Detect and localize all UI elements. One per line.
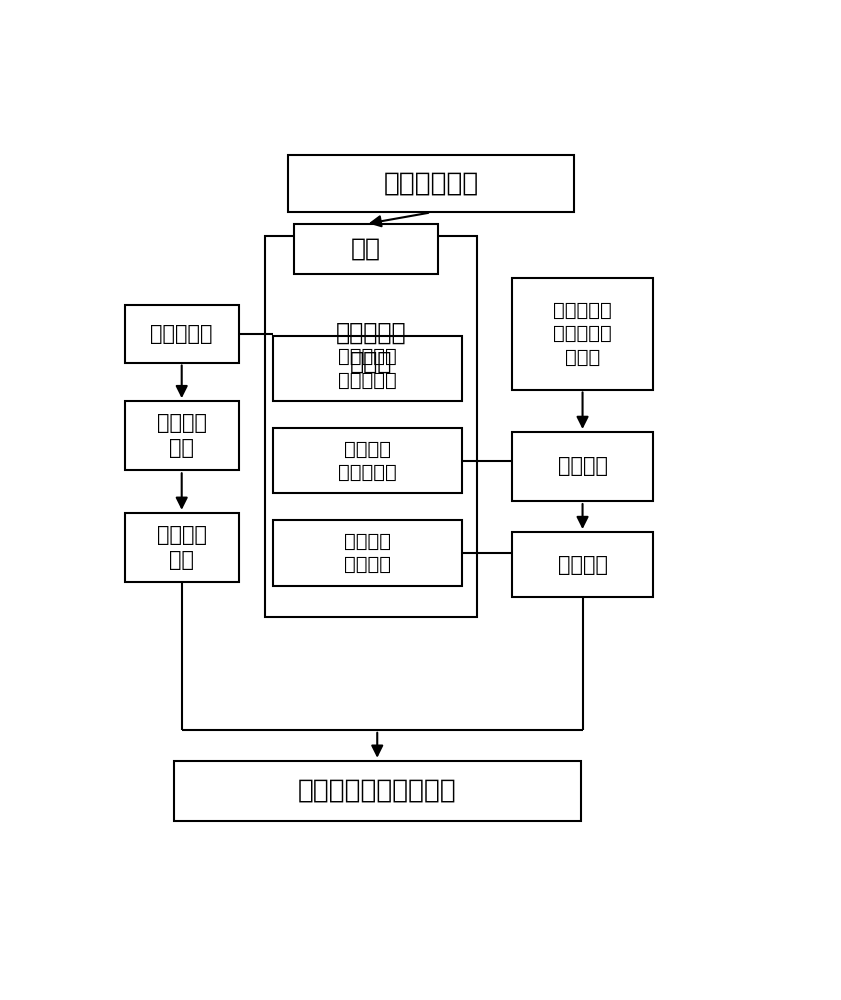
Bar: [512, 278, 653, 389]
Text: 电气模型库: 电气模型库: [151, 324, 213, 344]
Bar: [173, 761, 581, 821]
Bar: [273, 428, 463, 493]
Text: 机电集成设
计软件: 机电集成设 计软件: [336, 320, 406, 374]
Bar: [124, 401, 239, 470]
Bar: [273, 520, 463, 586]
Text: 三维布线: 三维布线: [558, 555, 607, 575]
Bar: [512, 432, 653, 501]
Bar: [124, 305, 239, 363]
Bar: [294, 224, 437, 274]
Text: 设计参数输入: 设计参数输入: [383, 171, 479, 197]
Text: 布局参数
零部件参数: 布局参数 零部件参数: [338, 439, 397, 482]
Text: 单向导通装置数字样机: 单向导通装置数字样机: [298, 778, 457, 804]
Bar: [265, 235, 477, 617]
Text: 参数化零部
件模型库、
线缆库: 参数化零部 件模型库、 线缆库: [553, 301, 612, 367]
Text: 电气分析文
本输入文件: 电气分析文 本输入文件: [338, 347, 397, 390]
Bar: [273, 336, 463, 401]
Bar: [124, 513, 239, 582]
Text: 界面: 界面: [351, 237, 381, 261]
Text: 电气分析
软件: 电气分析 软件: [156, 413, 207, 458]
Text: 线缆参数
接线参数: 线缆参数 接线参数: [344, 532, 391, 574]
Bar: [512, 532, 653, 597]
Text: 三维模型: 三维模型: [558, 456, 607, 477]
Text: 电气分析
结果: 电气分析 结果: [156, 525, 207, 570]
Bar: [288, 155, 574, 212]
